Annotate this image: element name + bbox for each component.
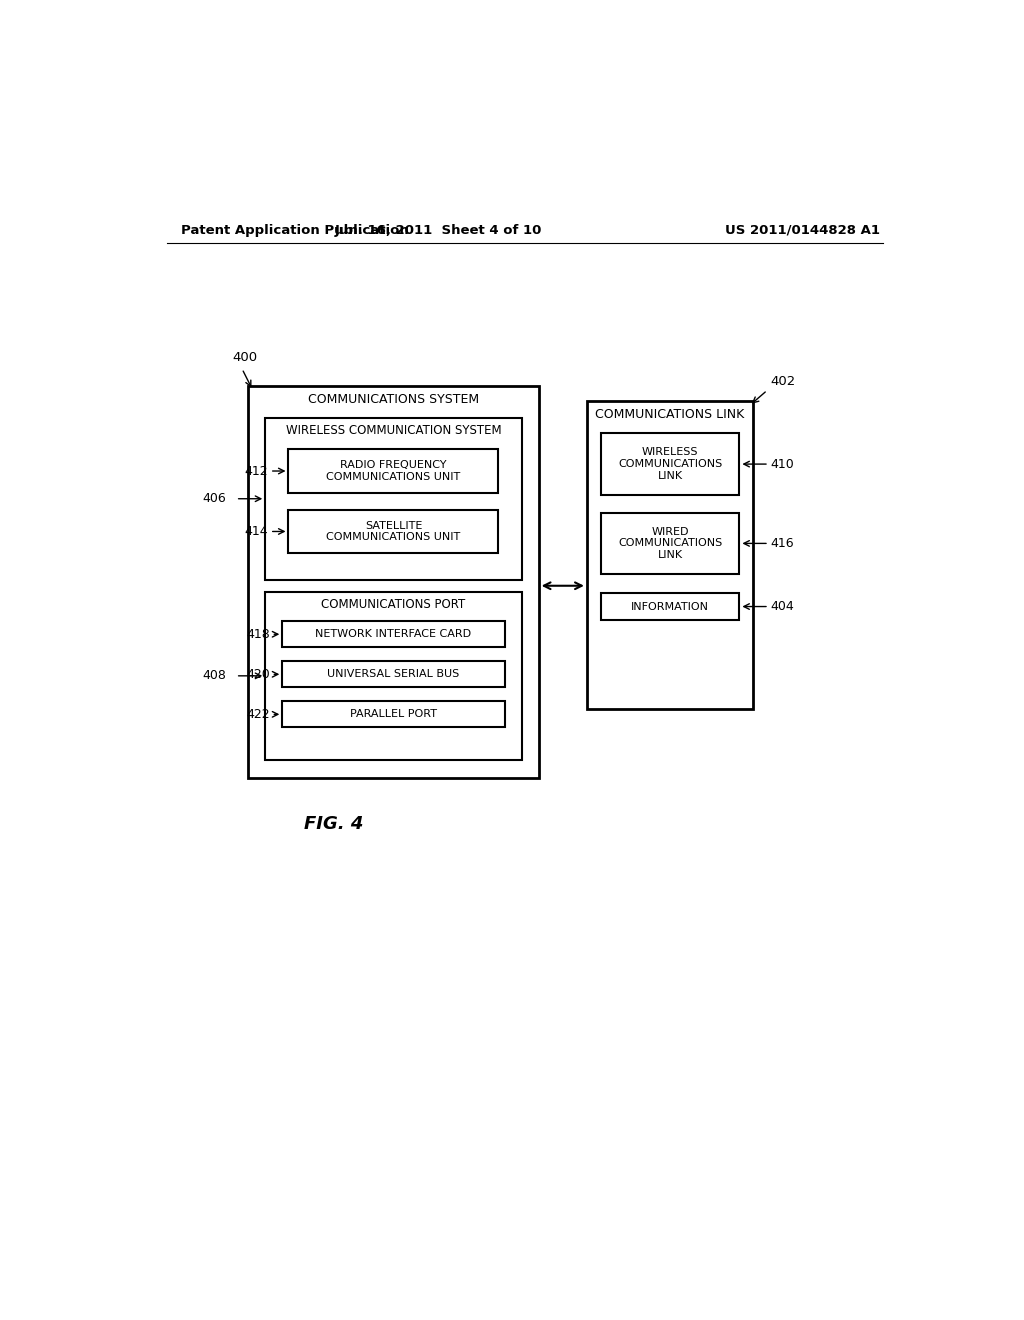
Bar [587,401,754,709]
Text: 414: 414 [245,525,268,539]
Text: WIRELESS
COMMUNICATIONS
LINK: WIRELESS COMMUNICATIONS LINK [618,447,722,480]
Text: COMMUNICATIONS LINK: COMMUNICATIONS LINK [596,408,744,421]
Text: US 2011/0144828 A1: US 2011/0144828 A1 [725,223,880,236]
Text: Jun. 16, 2011  Sheet 4 of 10: Jun. 16, 2011 Sheet 4 of 10 [334,223,542,236]
Text: 412: 412 [245,465,268,478]
Text: 420: 420 [246,668,270,681]
Text: NETWORK INTERFACE CARD: NETWORK INTERFACE CARD [315,630,471,639]
Bar [601,433,739,495]
Bar [601,594,739,619]
Text: 418: 418 [246,628,270,640]
Text: 422: 422 [246,708,270,721]
Text: UNIVERSAL SERIAL BUS: UNIVERSAL SERIAL BUS [328,669,460,680]
Text: COMMUNICATIONS PORT: COMMUNICATIONS PORT [322,598,466,611]
Text: WIRED
COMMUNICATIONS
LINK: WIRED COMMUNICATIONS LINK [618,527,722,560]
Text: 400: 400 [232,351,258,363]
Bar [601,512,739,574]
Text: INFORMATION: INFORMATION [631,602,709,611]
Bar [265,591,521,760]
Bar [283,622,505,647]
Bar [265,418,521,579]
Text: PARALLEL PORT: PARALLEL PORT [350,709,437,719]
Bar [289,511,499,553]
Text: WIRELESS COMMUNICATION SYSTEM: WIRELESS COMMUNICATION SYSTEM [286,425,502,437]
Text: RADIO FREQUENCY
COMMUNICATIONS UNIT: RADIO FREQUENCY COMMUNICATIONS UNIT [327,461,461,482]
Bar [283,701,505,727]
Text: Patent Application Publication: Patent Application Publication [180,223,409,236]
Text: 416: 416 [770,537,794,550]
Bar [289,449,499,494]
Text: 408: 408 [203,669,226,682]
Text: SATELLITE
COMMUNICATIONS UNIT: SATELLITE COMMUNICATIONS UNIT [327,520,461,543]
Bar [283,661,505,688]
Text: 406: 406 [203,492,226,506]
Text: 404: 404 [770,601,795,612]
Text: FIG. 4: FIG. 4 [304,816,364,833]
Text: COMMUNICATIONS SYSTEM: COMMUNICATIONS SYSTEM [308,393,479,407]
Bar [248,385,539,779]
Text: 402: 402 [770,375,796,388]
Text: 410: 410 [770,458,795,471]
